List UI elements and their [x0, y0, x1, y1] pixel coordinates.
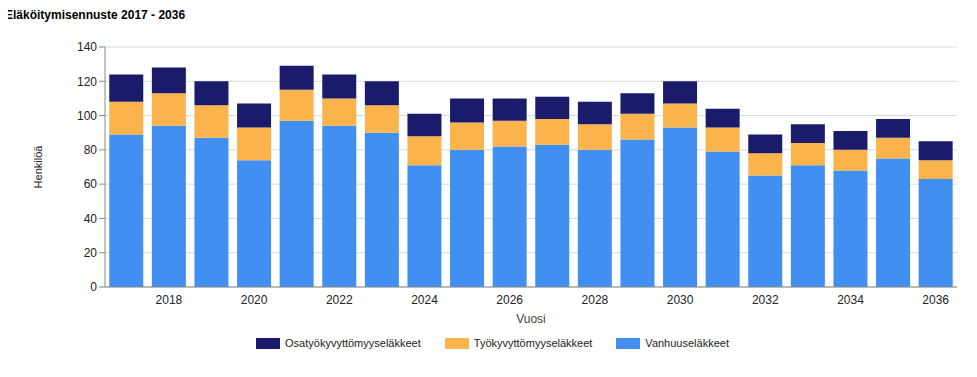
svg-text:Henkilöä: Henkilöä: [32, 145, 44, 189]
svg-text:60: 60: [84, 177, 98, 191]
svg-text:140: 140: [77, 40, 97, 54]
svg-text:100: 100: [77, 109, 97, 123]
svg-text:40: 40: [84, 212, 98, 226]
html-text:Eläköitymisennuste 2017 - 2036: Eläköitymisennuste 2017 - 2036: [5, 8, 186, 22]
svg-text:80: 80: [84, 143, 98, 157]
svg-text:0: 0: [90, 280, 97, 294]
svg-text:Vuosi: Vuosi: [516, 312, 546, 326]
svg-text:2030: 2030: [667, 293, 694, 307]
svg-text:2028: 2028: [582, 293, 609, 307]
html-text:Osatyökyvyttömyyseläkkeet: Osatyökyvyttömyyseläkkeet: [285, 337, 421, 349]
svg-text:2034: 2034: [837, 293, 864, 307]
html-text:Vanhuuseläkkeet: Vanhuuseläkkeet: [645, 337, 729, 349]
html-text:Työkyvyttömyyseläkkeet: Työkyvyttömyyseläkkeet: [473, 337, 593, 349]
svg-text:120: 120: [77, 75, 97, 89]
svg-text:2036: 2036: [922, 293, 949, 307]
svg-text:2026: 2026: [496, 293, 523, 307]
svg-text:2020: 2020: [241, 293, 268, 307]
svg-text:2032: 2032: [752, 293, 779, 307]
svg-text:2022: 2022: [326, 293, 353, 307]
svg-text:2024: 2024: [411, 293, 438, 307]
svg-text:20: 20: [84, 246, 98, 260]
svg-text:2018: 2018: [156, 293, 183, 307]
